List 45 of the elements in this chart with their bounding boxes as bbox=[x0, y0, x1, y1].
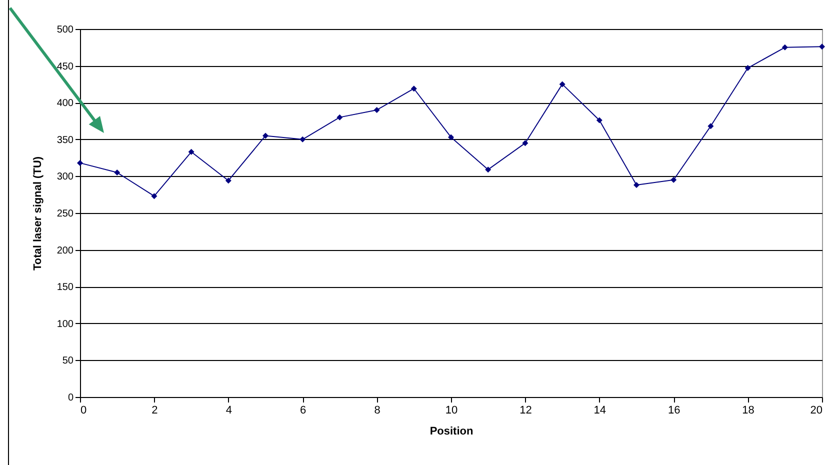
x-tick-label: 6 bbox=[300, 404, 306, 416]
x-tick-label: 8 bbox=[374, 404, 380, 416]
point bbox=[225, 178, 232, 184]
x-tick-label: 20 bbox=[810, 404, 822, 416]
y-tick-label: 100 bbox=[56, 318, 74, 330]
point bbox=[522, 140, 528, 146]
y-tick-label: 200 bbox=[56, 245, 74, 256]
x-axis-title: Position bbox=[430, 426, 474, 438]
point bbox=[262, 132, 268, 139]
x-tick-label: 12 bbox=[520, 404, 532, 416]
point bbox=[410, 86, 417, 92]
x-tick-label: 10 bbox=[445, 404, 458, 416]
point bbox=[448, 134, 454, 140]
y-tick-label: 0 bbox=[68, 392, 74, 404]
y-axis-title: Total laser signal (TU) bbox=[32, 156, 44, 271]
y-tick-label: 500 bbox=[56, 24, 74, 36]
point bbox=[300, 136, 306, 142]
y-tick-label: 250 bbox=[56, 208, 74, 220]
x-tick-label: 4 bbox=[226, 404, 232, 416]
y-tick-label: 450 bbox=[56, 61, 74, 72]
y-tick-label: 350 bbox=[56, 134, 74, 146]
point bbox=[374, 106, 380, 113]
point bbox=[634, 182, 640, 188]
point bbox=[744, 65, 751, 72]
point bbox=[114, 170, 120, 176]
point bbox=[77, 160, 83, 166]
x-tick-label: 14 bbox=[594, 404, 606, 416]
point bbox=[151, 193, 158, 200]
point bbox=[819, 44, 825, 50]
y-tick-label: 300 bbox=[56, 172, 74, 183]
point bbox=[559, 81, 566, 88]
point bbox=[782, 44, 788, 50]
point bbox=[596, 117, 602, 124]
x-tick-label: 16 bbox=[668, 404, 680, 416]
x-tick-label: 0 bbox=[80, 404, 87, 416]
point bbox=[708, 123, 714, 130]
point bbox=[670, 176, 677, 183]
point bbox=[485, 166, 492, 173]
y-tick-label: 50 bbox=[62, 356, 74, 367]
point bbox=[188, 148, 194, 155]
point bbox=[336, 114, 343, 120]
x-tick-label: 2 bbox=[152, 404, 158, 416]
y-tick-label: 150 bbox=[56, 282, 74, 294]
y-tick-label: 400 bbox=[56, 98, 74, 110]
x-tick-label: 18 bbox=[742, 404, 754, 416]
